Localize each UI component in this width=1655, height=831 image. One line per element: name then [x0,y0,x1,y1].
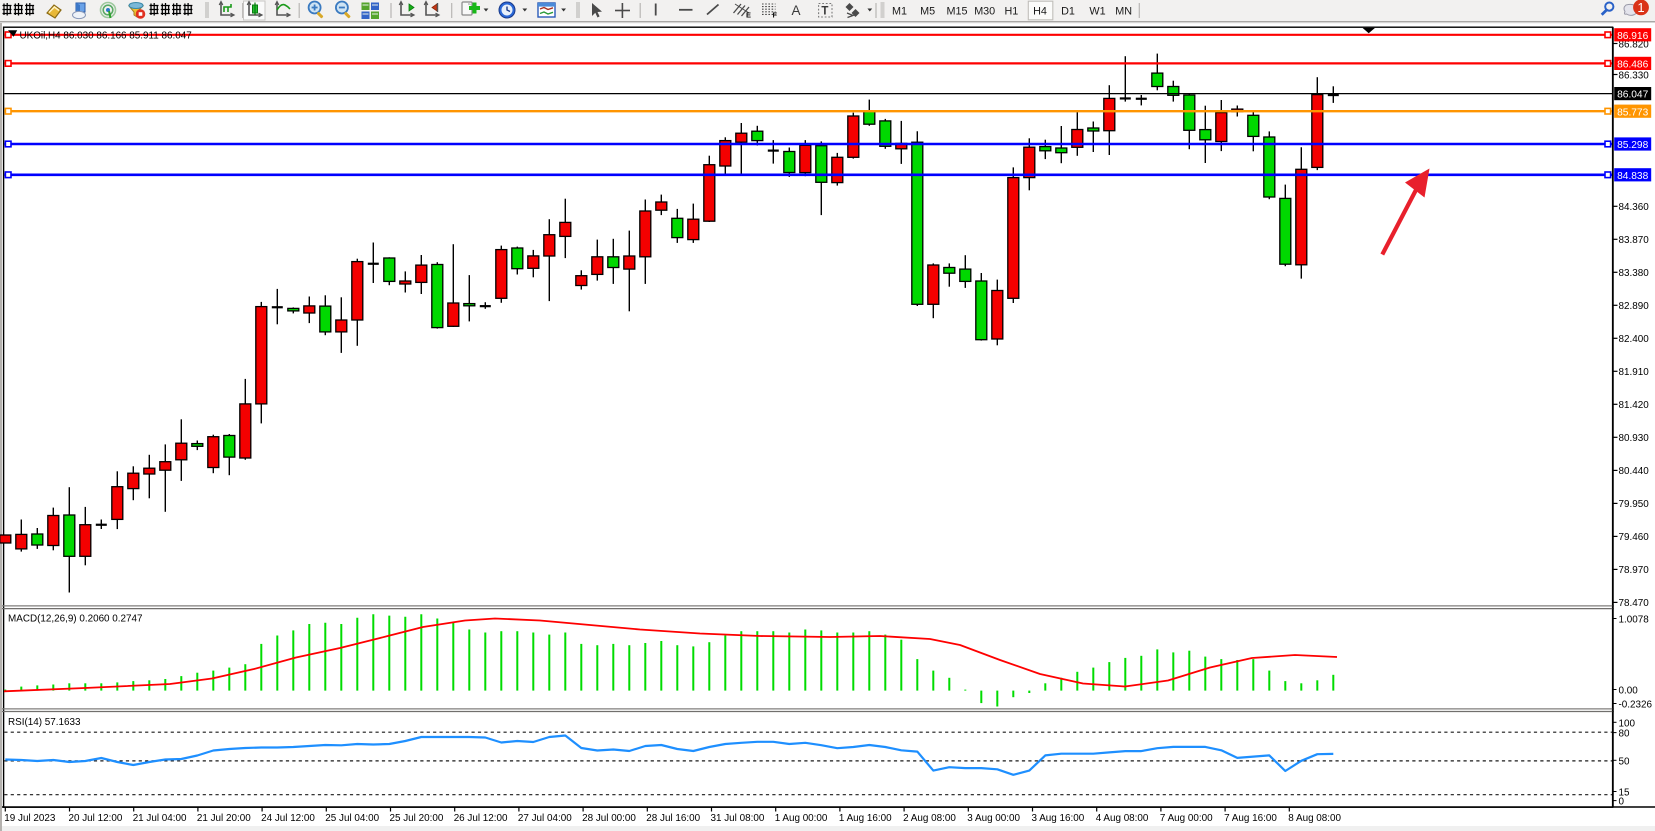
svg-text:2 Aug 08:00: 2 Aug 08:00 [903,813,956,824]
svg-text:50: 50 [1619,756,1630,767]
svg-text:79.950: 79.950 [1619,499,1650,510]
svg-text:21 Jul 20:00: 21 Jul 20:00 [197,813,251,824]
svg-text:81.910: 81.910 [1619,367,1650,378]
svg-text:H1: H1 [1004,6,1018,18]
svg-text:E: E [746,11,751,20]
svg-text:0: 0 [1619,797,1625,808]
svg-text:M15: M15 [946,6,967,18]
svg-text:24 Jul 12:00: 24 Jul 12:00 [261,813,315,824]
svg-text:-0.2326: -0.2326 [1619,700,1653,711]
svg-text:80.440: 80.440 [1619,466,1650,477]
svg-text:86.047: 86.047 [1617,90,1648,101]
svg-text:28 Jul 00:00: 28 Jul 00:00 [582,813,636,824]
svg-text:85.773: 85.773 [1617,107,1648,118]
svg-text:86.916: 86.916 [1617,31,1648,42]
svg-text:M1: M1 [892,6,907,18]
svg-text:80: 80 [1619,729,1630,740]
svg-text:86.486: 86.486 [1617,60,1648,71]
svg-text:8 Aug 08:00: 8 Aug 08:00 [1288,813,1341,824]
svg-text:26 Jul 12:00: 26 Jul 12:00 [454,813,508,824]
svg-text:82.400: 82.400 [1619,334,1650,345]
svg-text:79.460: 79.460 [1619,532,1650,543]
svg-text:1: 1 [1637,0,1644,15]
svg-text:83.870: 83.870 [1619,235,1650,246]
svg-text:3 Aug 16:00: 3 Aug 16:00 [1032,813,1085,824]
svg-text:RSI(14) 57.1633: RSI(14) 57.1633 [8,717,81,728]
svg-text:27 Jul 04:00: 27 Jul 04:00 [518,813,572,824]
svg-text:MN: MN [1115,6,1132,18]
svg-text:W1: W1 [1089,6,1105,18]
svg-text:82.890: 82.890 [1619,301,1650,312]
svg-text:84.838: 84.838 [1617,171,1648,182]
svg-text:1 Aug 16:00: 1 Aug 16:00 [839,813,892,824]
svg-text:3 Aug 00:00: 3 Aug 00:00 [967,813,1020,824]
svg-text:100: 100 [1619,718,1636,729]
svg-text:M30: M30 [974,6,995,18]
svg-text:81.420: 81.420 [1619,400,1650,411]
svg-text:20 Jul 12:00: 20 Jul 12:00 [69,813,123,824]
svg-text:1 Aug 00:00: 1 Aug 00:00 [775,813,828,824]
svg-text:31 Jul 08:00: 31 Jul 08:00 [711,813,765,824]
svg-text:19 Jul 2023: 19 Jul 2023 [4,813,56,824]
svg-text:4 Aug 08:00: 4 Aug 08:00 [1096,813,1149,824]
svg-text:D1: D1 [1061,6,1075,18]
svg-text:7 Aug 16:00: 7 Aug 16:00 [1224,813,1277,824]
svg-text:86.820: 86.820 [1619,39,1650,50]
svg-text:25 Jul 20:00: 25 Jul 20:00 [390,813,444,824]
svg-text:78.970: 78.970 [1619,565,1650,576]
svg-text:1.0078: 1.0078 [1619,615,1650,626]
svg-text:21 Jul 04:00: 21 Jul 04:00 [133,813,187,824]
svg-text:28 Jul 16:00: 28 Jul 16:00 [646,813,700,824]
svg-text:78.470: 78.470 [1619,598,1650,609]
svg-text:25 Jul 04:00: 25 Jul 04:00 [325,813,379,824]
svg-text:F: F [773,11,778,20]
svg-text:86.330: 86.330 [1619,70,1650,81]
svg-text:0.00: 0.00 [1619,686,1639,697]
svg-text:M5: M5 [920,6,935,18]
svg-text:H4: H4 [1033,6,1047,18]
svg-text:15: 15 [1619,788,1630,799]
svg-text:83.380: 83.380 [1619,268,1650,279]
svg-text:UKOil,H4 86.030 86.166 85.911: UKOil,H4 86.030 86.166 85.911 86.047 [20,31,192,42]
svg-text:MACD(12,26,9) 0.2060 0.2747: MACD(12,26,9) 0.2060 0.2747 [8,614,143,625]
svg-text:7 Aug 00:00: 7 Aug 00:00 [1160,813,1213,824]
svg-text:80.930: 80.930 [1619,433,1650,444]
svg-text:85.298: 85.298 [1617,140,1648,151]
svg-text:84.360: 84.360 [1619,202,1650,213]
svg-text:T: T [821,6,828,18]
svg-text:A: A [792,3,801,18]
